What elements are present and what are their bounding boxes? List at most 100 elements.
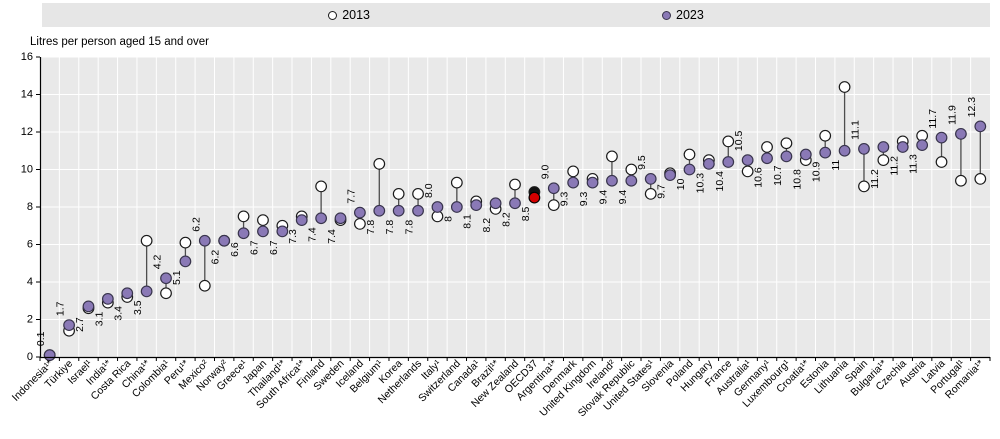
point-2013-Peru¹* <box>179 236 192 249</box>
point-2013-Korea <box>392 187 405 200</box>
point-2013-United States¹ <box>644 187 657 200</box>
value-label: 8.1 <box>462 214 474 229</box>
value-label: 7.8 <box>384 220 396 235</box>
value-label: 6.2 <box>190 217 202 232</box>
point-2023-Argentina¹* <box>547 182 560 195</box>
value-label: 7.3 <box>287 229 299 244</box>
value-label: 9.4 <box>597 190 609 205</box>
point-2023-Portugal¹ <box>955 127 967 140</box>
point-2023-New Zealand <box>509 197 521 210</box>
point-2023-Canada¹ <box>470 199 483 212</box>
point-2013-Finland <box>315 180 328 193</box>
point-2023-Mexico² <box>198 234 211 247</box>
point-2023-Norway² <box>218 234 231 247</box>
legend-bar: 2013 2023 <box>42 3 990 27</box>
point-2013-Iceland <box>353 217 366 230</box>
point-2013-Belgium¹ <box>373 157 386 170</box>
value-label: 8.2 <box>501 212 513 227</box>
point-2013-Germany¹ <box>761 141 773 153</box>
value-label: 10.7 <box>772 165 784 186</box>
value-label: 11.2 <box>869 169 881 189</box>
value-label: 11 <box>830 160 842 171</box>
point-2023-Türkiye <box>63 319 75 332</box>
point-2023-Latvia <box>935 131 948 144</box>
value-label: 6.7 <box>248 240 260 255</box>
point-2023-France <box>722 156 735 168</box>
point-2013-Slovak Republic <box>625 163 638 176</box>
value-label: 1.7 <box>55 301 67 316</box>
y-tick-label: 4 <box>27 276 33 288</box>
value-label: 10.8 <box>791 169 803 190</box>
point-2023-Germany¹ <box>761 152 773 165</box>
value-label: 11.3 <box>908 154 920 174</box>
point-2023-Japan <box>257 225 269 238</box>
point-2023-Peru¹* <box>179 255 192 268</box>
point-2013-Australia¹ <box>741 165 754 178</box>
value-label: 3.4 <box>113 306 125 321</box>
point-2013-Lithuania <box>838 81 851 93</box>
point-2023-Costa Rica <box>121 287 134 300</box>
point-2013-Latvia <box>935 156 948 168</box>
point-2023-Finland <box>315 212 328 225</box>
value-label: 11.1 <box>849 120 861 140</box>
open-circle-icon <box>328 10 338 20</box>
y-tick-label: 14 <box>21 89 33 101</box>
value-label: 7.4 <box>307 227 319 242</box>
legend-item-2023: 2023 <box>662 8 704 22</box>
legend-label-2023: 2023 <box>676 8 704 22</box>
value-label: 11.9 <box>946 105 958 125</box>
point-2013-Estonia <box>819 129 832 142</box>
value-label: 10.4 <box>714 171 726 192</box>
value-label: 10.5 <box>733 131 745 152</box>
value-label: 9.4 <box>617 190 629 205</box>
y-tick-label: 8 <box>27 201 33 213</box>
point-2023-Slovak Republic <box>625 174 638 187</box>
point-2013-New Zealand <box>509 178 521 191</box>
point-2023-Israel¹ <box>82 300 95 313</box>
point-2023-Brazil¹* <box>489 197 502 210</box>
value-label: 0.1 <box>35 331 47 346</box>
point-2023-Spain <box>858 142 870 155</box>
point-2023-Austria <box>916 139 929 152</box>
value-label: 6.2 <box>210 250 222 265</box>
point-2023-Colombia¹ <box>160 272 172 285</box>
point-2013-China¹* <box>140 234 153 247</box>
point-2013-Mexico² <box>198 279 211 292</box>
point-2013-Japan <box>257 214 269 227</box>
legend-item-2013: 2013 <box>328 8 370 22</box>
point-2023-Korea <box>392 204 405 217</box>
point-2023-Estonia <box>819 146 832 159</box>
value-label: 11.2 <box>888 156 900 176</box>
point-2013-Bulgaria¹* <box>877 154 890 167</box>
point-2013-Ireland² <box>606 150 618 163</box>
point-2023-Thailand¹* <box>276 225 289 238</box>
value-label: 8.0 <box>423 183 435 198</box>
value-label: 3.1 <box>93 311 105 326</box>
point-2023-Slovenia <box>664 169 677 182</box>
value-label: 9.3 <box>578 191 590 206</box>
point-2023-Lithuania <box>838 144 851 157</box>
value-label: 7.4 <box>326 229 338 244</box>
point-2023-Italy¹ <box>431 201 444 213</box>
value-label: 10.9 <box>811 161 823 182</box>
point-2013-Portugal¹ <box>955 174 967 187</box>
point-2023-Luxembourg¹ <box>780 150 793 163</box>
point-2023-Greece¹ <box>237 227 250 240</box>
legend-label-2013: 2013 <box>342 8 370 22</box>
y-tick-label: 12 <box>21 126 33 138</box>
value-label: 11.7 <box>927 109 939 129</box>
point-2023-Ireland² <box>606 174 618 187</box>
y-tick-label: 16 <box>21 51 33 63</box>
value-label: 6.7 <box>268 240 280 255</box>
point-2023-China¹* <box>140 285 153 298</box>
y-tick-label: 0 <box>27 351 33 363</box>
value-label: 10.6 <box>753 167 765 188</box>
point-2023-Australia¹ <box>741 154 754 167</box>
point-2023-Iceland <box>353 206 366 219</box>
value-label: 9.0 <box>539 164 551 179</box>
point-2013-Romania¹* <box>974 172 987 185</box>
point-2023-United Kingdom <box>586 176 599 189</box>
point-2013-Greece¹ <box>237 210 250 223</box>
y-tick-label: 10 <box>21 164 33 176</box>
value-label: 2.7 <box>74 317 86 332</box>
